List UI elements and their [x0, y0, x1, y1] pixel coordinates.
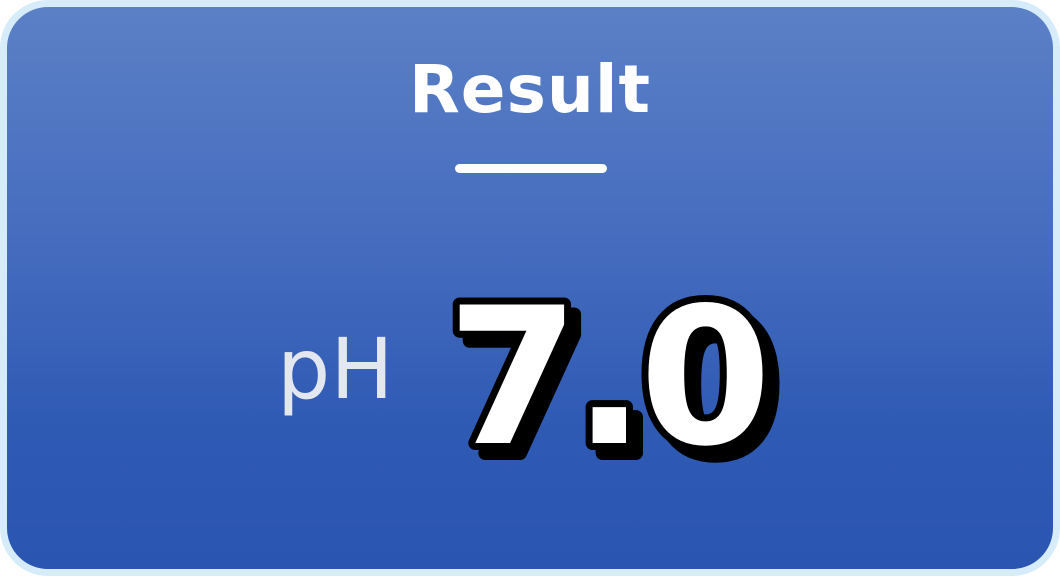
ph-value-shadow: 7.0 [457, 277, 776, 477]
ph-value-outline: 7.0 [447, 277, 766, 477]
ph-unit-label: pH [277, 320, 394, 418]
heading-underline [455, 164, 607, 173]
ph-value-graphic: 7.0 7.0 7.0 [440, 277, 789, 477]
ph-value-number: 7.0 [447, 277, 766, 477]
ph-value-display: 7.0 7.0 7.0 [437, 277, 797, 477]
result-heading: Result [408, 51, 652, 128]
